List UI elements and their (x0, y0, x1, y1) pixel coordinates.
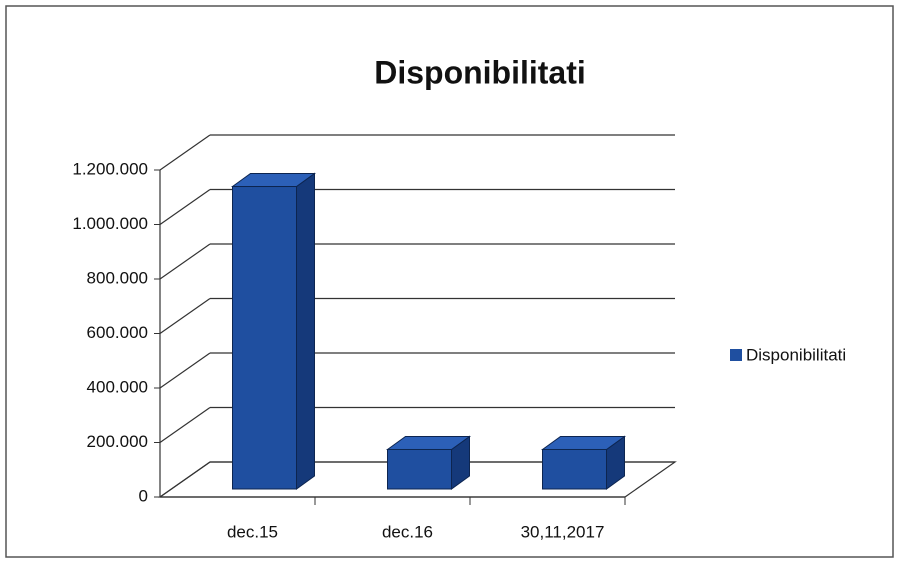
y-tick-label: 600.000 (87, 323, 148, 342)
y-tick-label: 800.000 (87, 268, 148, 287)
bar (232, 186, 297, 490)
grid-line (159, 461, 211, 498)
bar (387, 448, 452, 490)
grid-line (159, 189, 211, 225)
grid-line (159, 298, 211, 334)
y-tick-label: 0 (139, 486, 148, 505)
x-tick-label: dec.15 (227, 522, 278, 541)
y-tick-label: 200.000 (87, 432, 148, 451)
legend-label: Disponibilitati (746, 345, 846, 364)
chart-title: Disponibilitati (374, 54, 586, 90)
bar-side (296, 172, 315, 490)
legend-swatch (730, 349, 742, 361)
grid-line (159, 243, 211, 280)
y-tick-label: 1.200.000 (72, 159, 148, 178)
bar (542, 448, 607, 490)
x-tick-label: 30,11,2017 (521, 522, 605, 541)
grid-line (159, 407, 211, 443)
x-tick-label: dec.16 (382, 522, 433, 541)
y-tick-label: 400.000 (87, 377, 148, 396)
grid-line (159, 352, 211, 389)
grid-line (159, 134, 211, 171)
y-tick-label: 1.000.000 (72, 214, 148, 233)
